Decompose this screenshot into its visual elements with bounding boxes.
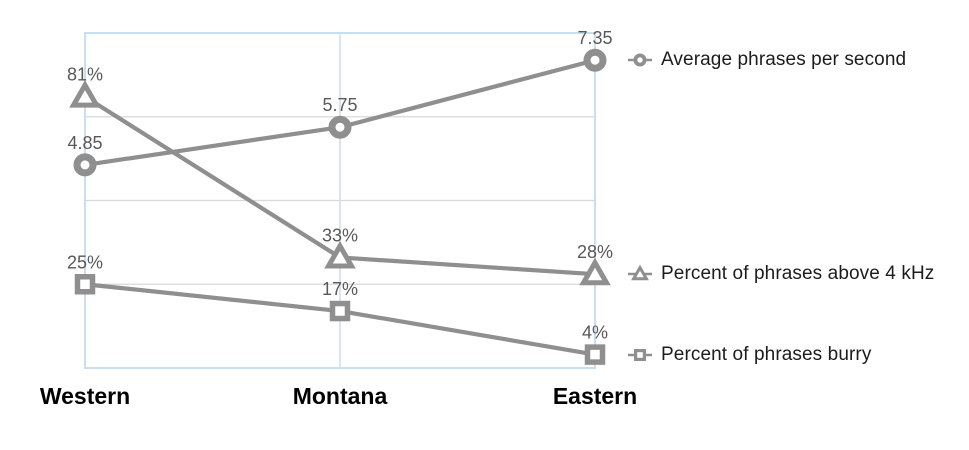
data-point-label: 4% xyxy=(582,323,608,343)
data-point-label: 17% xyxy=(322,279,358,299)
circle-marker-icon xyxy=(73,153,97,177)
data-point-label: 25% xyxy=(67,252,103,272)
data-point-label: 5.75 xyxy=(322,95,357,115)
data-point-label: 81% xyxy=(67,65,103,85)
triangle-marker-icon xyxy=(579,257,611,286)
square-marker-icon xyxy=(74,274,96,295)
data-point-label: 7.35 xyxy=(577,28,612,48)
category-label: Eastern xyxy=(553,383,637,409)
data-point-label: 4.85 xyxy=(67,133,102,153)
square-marker-icon xyxy=(329,300,351,322)
circle-marker-icon xyxy=(328,115,352,139)
category-label: Montana xyxy=(293,383,388,409)
triangle-marker-icon xyxy=(324,240,356,269)
data-point-label: 28% xyxy=(577,242,613,262)
circle-marker-icon xyxy=(583,48,607,72)
triangle-marker-icon xyxy=(69,80,101,108)
square-marker-icon xyxy=(584,344,606,365)
category-label: Western xyxy=(40,383,130,409)
data-point-label: 33% xyxy=(322,225,358,245)
plot-border xyxy=(84,32,596,369)
